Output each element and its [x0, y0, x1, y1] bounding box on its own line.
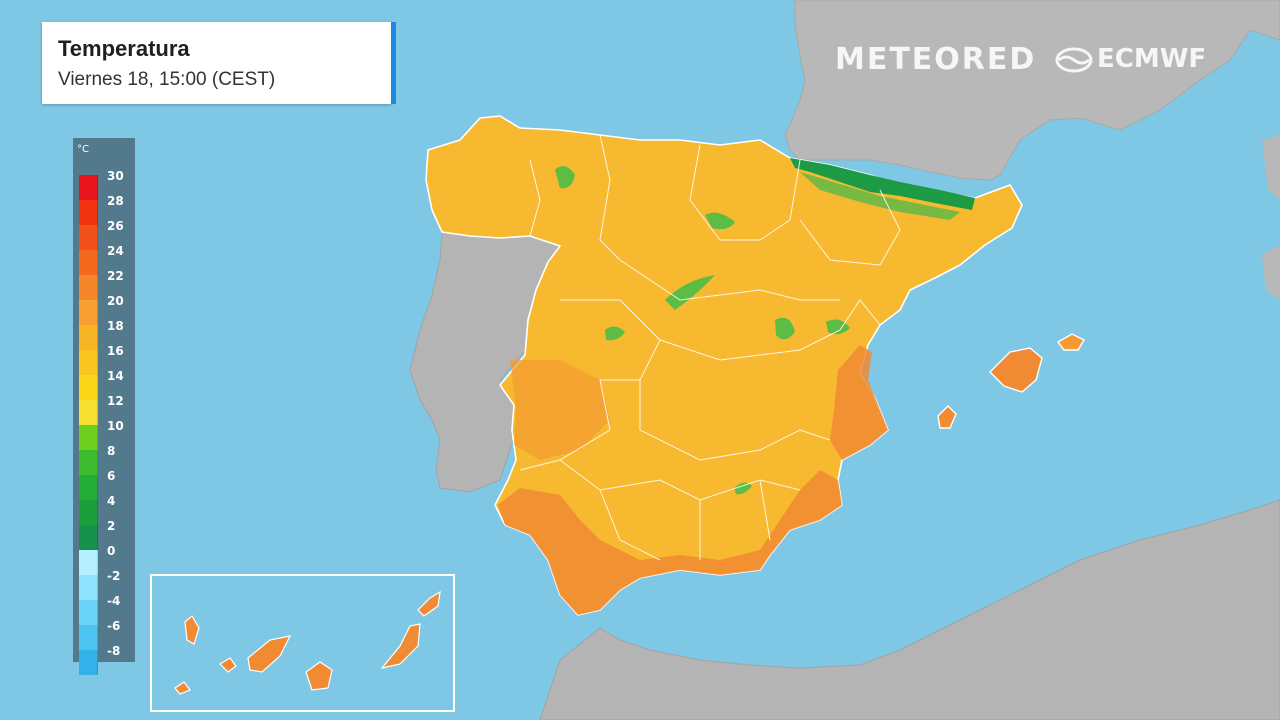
legend-swatch: [79, 650, 98, 675]
legend-swatch: [79, 625, 98, 650]
cool-patch-7: [734, 482, 752, 495]
legend-tick-label: 6: [107, 469, 116, 483]
legend-swatch: [79, 275, 98, 300]
legend-swatch: [79, 175, 98, 200]
legend-tick-label: -8: [107, 644, 121, 658]
meteored-logo: METEORED: [835, 42, 1037, 77]
legend-swatch: [79, 225, 98, 250]
legend-swatch: [79, 375, 98, 400]
legend-tick-label: 14: [107, 369, 124, 383]
cool-patch-4: [605, 326, 625, 341]
legend-tick-label: -4: [107, 594, 121, 608]
legend-swatch: [79, 200, 98, 225]
legend-swatch: [79, 600, 98, 625]
legend-swatch: [79, 550, 98, 575]
cool-patch-1: [555, 166, 575, 189]
map-title: Temperatura: [58, 36, 190, 61]
legend-swatch: [79, 450, 98, 475]
canary-islands: [174, 590, 441, 695]
hot-zone-west: [510, 360, 610, 460]
menorca: [1056, 333, 1085, 351]
legend-tick-label: -2: [107, 569, 121, 583]
temperature-legend: °C 30 28 26 24 22 20 18 16 14 12 10 8 6 4 2 0 -2 -4 -6 -8: [73, 138, 135, 675]
legend-swatch: [79, 250, 98, 275]
legend-tick-label: 30: [107, 169, 124, 183]
fuerteventura: [380, 623, 421, 669]
legend-tick-label: 22: [107, 269, 124, 283]
canary-inset-frame: [150, 574, 455, 712]
tenerife: [247, 635, 292, 673]
legend-swatch: [79, 500, 98, 525]
la-gomera: [219, 657, 237, 673]
legend-swatch: [79, 475, 98, 500]
pyrenees-cool-fringe: [800, 172, 960, 220]
legend-tick-label: 26: [107, 219, 124, 233]
ibiza: [937, 405, 957, 429]
africa-land: [539, 499, 1280, 720]
france-land: [784, 0, 1280, 181]
legend-tick-label: 10: [107, 419, 124, 433]
legend-tick-label: 28: [107, 194, 124, 208]
region-borders: [519, 134, 901, 561]
cool-patch-2: [705, 212, 735, 230]
hot-zone-east: [830, 345, 888, 460]
legend-tick-label: 0: [107, 544, 116, 558]
legend-tick-label: 16: [107, 344, 124, 358]
cool-patch-3: [665, 275, 715, 310]
legend-swatch: [79, 325, 98, 350]
brand-logos: METEORED ECMWF: [835, 40, 1215, 80]
legend-tick-label: 8: [107, 444, 116, 458]
mallorca: [989, 347, 1043, 393]
map-subtitle: Viernes 18, 15:00 (CEST): [58, 69, 276, 90]
corsica-land: [1262, 135, 1280, 200]
legend-swatch: [79, 425, 98, 450]
sardinia-land: [1262, 245, 1280, 300]
legend-swatch: [79, 575, 98, 600]
legend-swatch: [79, 350, 98, 375]
legend-tick-label: 24: [107, 244, 124, 258]
ecmwf-text: ECMWF: [1097, 44, 1207, 74]
legend-tick-label: -6: [107, 619, 121, 633]
legend-swatch: [79, 525, 98, 550]
la-palma: [184, 615, 200, 645]
hot-zone-south: [498, 470, 842, 615]
legend-tick-label: 4: [107, 494, 116, 508]
legend-swatch: [79, 300, 98, 325]
ecmwf-wave-icon: [1055, 47, 1093, 73]
legend-unit: °C: [77, 144, 89, 155]
legend-tick-label: 2: [107, 519, 116, 533]
el-hierro: [174, 681, 191, 695]
pyrenees-cold-band: [790, 158, 975, 210]
lanzarote: [417, 590, 441, 617]
cool-patch-5: [775, 317, 795, 340]
legend-swatch: [79, 400, 98, 425]
title-panel: Temperatura Viernes 18, 15:00 (CEST): [42, 22, 396, 104]
title-accent-bar: [391, 22, 396, 104]
gran-canaria: [305, 661, 333, 691]
legend-tick-label: 20: [107, 294, 124, 308]
legend-tick-label: 18: [107, 319, 124, 333]
legend-tick-label: 12: [107, 394, 124, 408]
